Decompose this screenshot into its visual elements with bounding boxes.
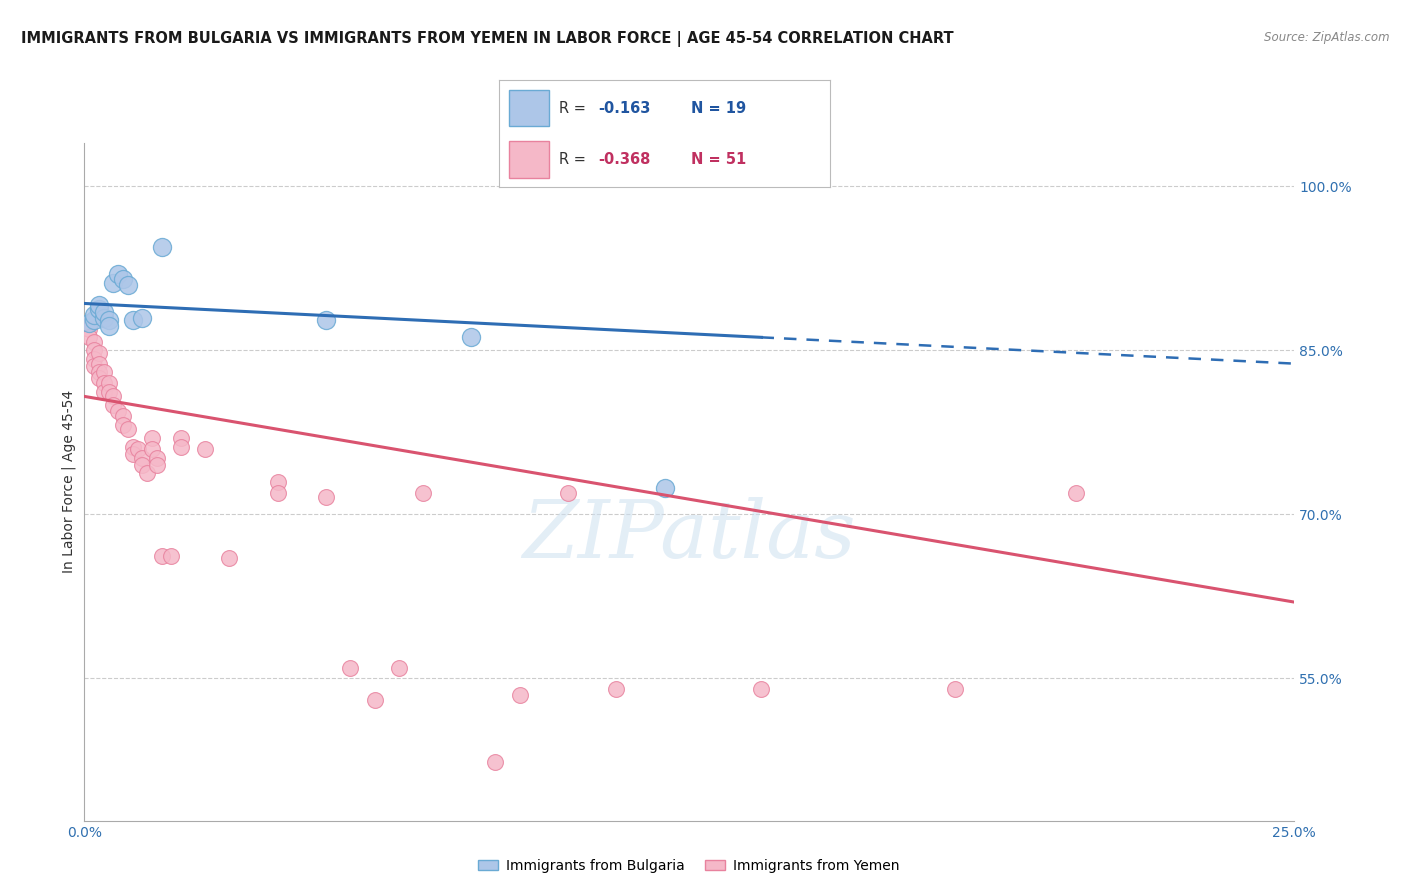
Text: ZIPatlas: ZIPatlas (522, 497, 856, 574)
Point (87, 297, 110, 311)
Point (107, 267, 129, 281)
Point (131, 310, 153, 325)
Point (141, 431, 163, 445)
Point (83, 313, 105, 327)
Point (160, 549, 183, 563)
Point (93, 384, 115, 399)
Point (315, 313, 337, 327)
Point (112, 272, 135, 286)
Point (83, 309, 105, 323)
Legend: Immigrants from Bulgaria, Immigrants from Yemen: Immigrants from Bulgaria, Immigrants fro… (472, 853, 905, 878)
Point (315, 490, 337, 504)
Point (87, 345, 110, 359)
Point (87, 301, 110, 316)
Point (117, 277, 139, 292)
Point (83, 359, 105, 373)
Point (112, 409, 135, 423)
Point (112, 417, 135, 432)
Point (141, 442, 163, 456)
Point (97, 319, 120, 334)
Point (121, 313, 143, 327)
Point (97, 376, 120, 391)
Point (93, 305, 115, 319)
Text: Source: ZipAtlas.com: Source: ZipAtlas.com (1264, 31, 1389, 45)
Point (77, 316, 100, 330)
Point (77, 330, 100, 344)
FancyBboxPatch shape (509, 141, 548, 178)
Point (121, 440, 143, 454)
Text: N = 19: N = 19 (690, 101, 747, 116)
Point (218, 551, 240, 566)
Point (170, 440, 193, 454)
Point (103, 398, 125, 412)
Point (557, 485, 579, 500)
Text: IMMIGRANTS FROM BULGARIA VS IMMIGRANTS FROM YEMEN IN LABOR FORCE | AGE 45-54 COR: IMMIGRANTS FROM BULGARIA VS IMMIGRANTS F… (21, 31, 953, 47)
Point (97, 313, 120, 327)
Point (103, 389, 125, 403)
Point (131, 458, 153, 473)
Point (194, 442, 217, 456)
Point (170, 431, 193, 445)
Point (121, 447, 143, 461)
Point (83, 343, 105, 358)
FancyBboxPatch shape (509, 90, 548, 127)
Point (146, 450, 169, 465)
Point (107, 403, 129, 417)
Point (77, 321, 100, 335)
Point (267, 475, 290, 489)
Text: R =: R = (558, 152, 591, 167)
Text: N = 51: N = 51 (690, 152, 747, 167)
Point (117, 422, 139, 436)
Point (605, 682, 627, 697)
Point (1064, 485, 1087, 500)
Point (93, 310, 115, 325)
Point (83, 352, 105, 367)
Point (87, 365, 110, 379)
Text: R =: R = (558, 101, 591, 116)
Point (150, 549, 173, 563)
Point (943, 682, 966, 697)
Point (87, 357, 110, 371)
Point (93, 365, 115, 379)
Point (363, 693, 385, 707)
Y-axis label: In Labor Force | Age 45-54: In Labor Force | Age 45-54 (62, 390, 76, 574)
Point (131, 450, 153, 465)
Point (509, 688, 531, 702)
Text: -0.163: -0.163 (599, 101, 651, 116)
Point (267, 485, 290, 500)
Point (150, 239, 173, 253)
Point (97, 384, 120, 399)
Point (83, 334, 105, 349)
Point (87, 371, 110, 385)
Point (127, 442, 149, 456)
Text: -0.368: -0.368 (599, 152, 651, 167)
Point (654, 481, 676, 495)
Point (339, 660, 361, 674)
Point (751, 682, 773, 697)
Point (388, 660, 411, 674)
Point (412, 485, 434, 500)
Point (103, 276, 125, 290)
Point (484, 755, 506, 769)
Point (136, 466, 159, 480)
Point (460, 330, 482, 344)
Point (93, 376, 115, 391)
Point (146, 458, 169, 473)
